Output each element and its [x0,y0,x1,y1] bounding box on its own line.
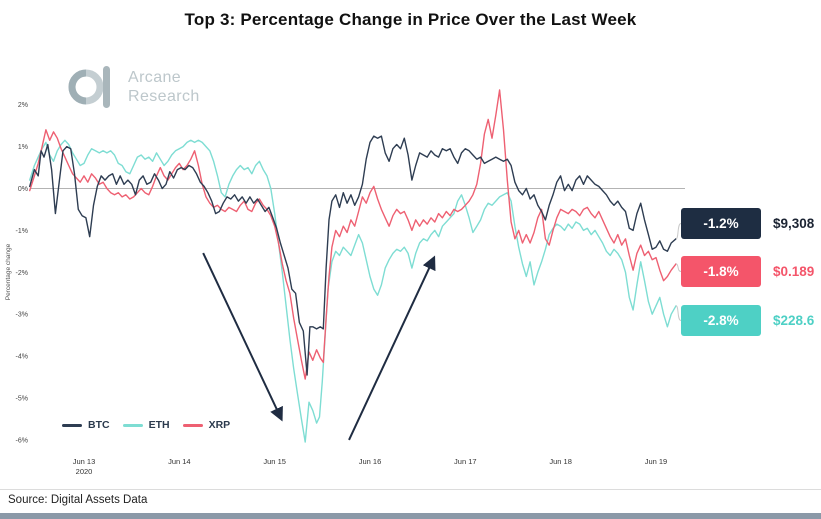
y-tick-label: -3% [16,312,28,319]
label-connector-xrp [675,263,682,272]
logo-line1: Arcane [128,69,182,86]
footer-divider [0,489,821,490]
x-tick-label: Jun 19 [645,457,668,466]
logo-line2: Research [128,88,200,105]
label-connector-btc [675,223,682,240]
y-tick-label: -5% [16,396,28,403]
chart-legend: BTC ETH XRP [62,419,230,431]
series-line-xrp [29,89,677,380]
xrp-line-swatch [182,423,203,427]
y-tick-label: 0% [18,186,28,193]
x-tick-label: Jun 16 [359,457,382,466]
y-tick-label: -6% [16,437,28,444]
eth-price-value: $228.6 [773,313,815,328]
y-tick-label: -4% [16,354,28,361]
series-line-eth [29,139,677,443]
legend-item-xrp: XRP [182,419,231,431]
annotation-arrow-1 [202,252,283,422]
xrp-pct-badge: -1.8% [681,256,761,287]
y-tick-label: 1% [18,144,28,151]
btc-price-value: $9,308 [773,216,815,231]
x-tick-label: Jun 15 [263,457,286,466]
legend-label: XRP [208,419,231,431]
legend-item-eth: ETH [122,419,170,431]
price-row-xrp: -1.8% $0.189 [681,256,814,287]
y-tick-label: 2% [18,102,28,109]
btc-line-swatch [62,423,82,427]
x-tick-label: Jun 13 [73,457,96,466]
arcane-logo-icon [68,66,110,108]
page-title: Top 3: Percentage Change in Price Over t… [184,10,637,29]
legend-label: ETH [148,419,170,431]
logo-text: Arcane Research [128,68,200,106]
eth-line-swatch [122,423,143,427]
x-tick-year: 2020 [76,467,93,476]
y-tick-label: -1% [16,228,28,235]
y-tick-label: -2% [16,270,28,277]
price-row-eth: -2.8% $228.6 [681,305,814,336]
arcane-research-logo: Arcane Research [66,62,200,112]
bottom-accent-bar [0,513,821,519]
source-note: Source: Digital Assets Data [8,494,148,506]
x-tick-label: Jun 17 [454,457,477,466]
y-axis-title: Percentage change [5,243,12,300]
legend-label: BTC [88,419,110,431]
x-tick-label: Jun 18 [549,457,572,466]
btc-pct-badge: -1.2% [681,208,761,239]
annotation-arrow-2 [348,255,436,441]
legend-item-btc: BTC [62,419,110,431]
price-row-btc: -1.2% $9,308 [681,208,814,239]
xrp-price-value: $0.189 [773,264,815,279]
x-tick-label: Jun 14 [168,457,191,466]
label-connector-eth [675,305,682,321]
eth-pct-badge: -2.8% [681,305,761,336]
series-line-btc [29,135,677,376]
